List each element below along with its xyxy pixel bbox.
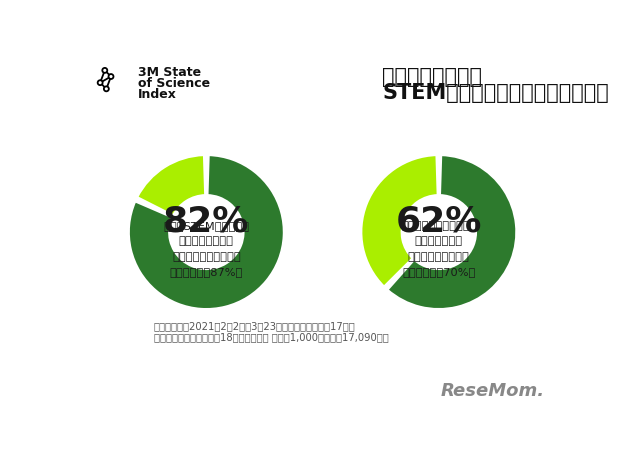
Wedge shape [137, 155, 205, 215]
Text: of Science: of Science [138, 77, 211, 90]
Text: 女性のSTEM教育の門戸
を広げるためには
より一層の努力が必要
（グローバル87%）: 女性のSTEM教育の門戸 を広げるためには より一層の努力が必要 （グローバル8… [163, 221, 250, 277]
Circle shape [403, 196, 476, 268]
Circle shape [104, 87, 109, 91]
Text: 科学分野で活躍する女性
が増えなければ
社会に悪影響が及ぶ
（グローバル70%）: 科学分野で活躍する女性 が増えなければ 社会に悪影響が及ぶ （グローバル70%） [401, 221, 477, 277]
Wedge shape [362, 155, 438, 287]
Wedge shape [129, 155, 284, 309]
Text: 3M State: 3M State [138, 66, 201, 79]
Text: 日本の調査結果：: 日本の調査結果： [382, 66, 483, 87]
Text: ・調査期間：2021年2月2日〜3月23日　・対象国：世界17カ国: ・調査期間：2021年2月2日〜3月23日 ・対象国：世界17カ国 [154, 321, 355, 331]
Text: 82%: 82% [163, 204, 250, 238]
Circle shape [98, 80, 102, 85]
Text: STEM分野におけるジェンダー格差: STEM分野におけるジェンダー格差 [382, 83, 609, 104]
Circle shape [109, 74, 113, 79]
Wedge shape [388, 155, 516, 309]
Text: ReseMom.: ReseMom. [441, 382, 545, 400]
Text: ・調査対象：一般人口の18歳以上の成人 各国約1,000人（合計17,090人）: ・調査対象：一般人口の18歳以上の成人 各国約1,000人（合計17,090人） [154, 333, 388, 343]
Text: Index: Index [138, 88, 177, 101]
Text: 62%: 62% [396, 204, 482, 238]
Circle shape [102, 68, 108, 73]
Circle shape [170, 196, 243, 268]
